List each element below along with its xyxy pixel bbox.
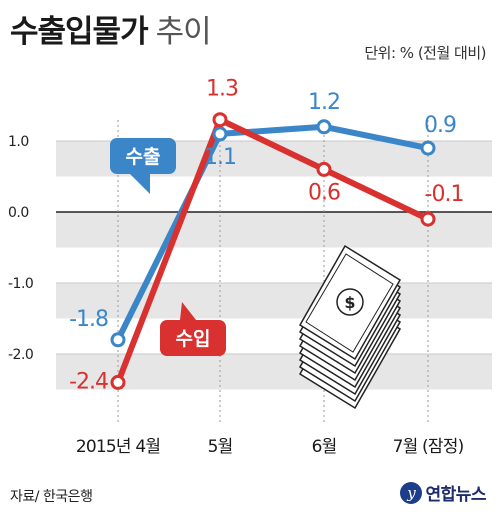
yonhap-logo-icon: y: [400, 481, 423, 504]
title-sub: 추이: [155, 14, 212, 50]
callout-box: [160, 320, 226, 356]
data-point: [316, 119, 332, 135]
data-point: [420, 211, 436, 227]
logo-text: 연합뉴스: [425, 485, 486, 505]
y-tick-label: 1.0: [8, 134, 29, 150]
data-label: 0.9: [424, 113, 456, 138]
data-point: [110, 332, 126, 348]
data-label: -1.8: [69, 307, 108, 332]
y-tick-label: -2.0: [8, 347, 33, 363]
data-label: 1.1: [204, 145, 236, 170]
data-point: [212, 126, 228, 142]
chart-title: 수출입물가 추이: [10, 6, 212, 51]
data-label: -0.1: [425, 182, 464, 207]
legend-label: 수출: [126, 146, 161, 168]
x-tick-label: 6월: [312, 437, 337, 457]
bill-medallion: [336, 288, 364, 316]
money-stack-illustration: $: [298, 244, 402, 410]
callout-tail: [180, 302, 196, 320]
title-main: 수출입물가: [10, 14, 149, 50]
series-callout-1: 수입: [160, 302, 226, 356]
series-line-1: [115, 116, 431, 386]
data-label: -2.4: [69, 369, 108, 394]
callout-box: [110, 138, 176, 174]
legend-label: 수입: [176, 328, 211, 350]
grid-band-2: [56, 283, 492, 319]
yonhap-logo: y 연합뉴스: [400, 480, 486, 505]
series-callout-0: 수출: [110, 138, 176, 194]
data-point: [212, 112, 228, 128]
series-line-0: [115, 123, 431, 343]
y-tick-label: -1.0: [8, 276, 33, 292]
data-point: [316, 161, 332, 177]
unit-label: 단위: % (전월 대비): [364, 44, 486, 62]
data-point: [110, 374, 126, 390]
data-point: [420, 140, 436, 156]
x-tick-label: 5월: [208, 437, 233, 457]
callout-tail: [130, 174, 150, 194]
x-tick-label: 2015년 4월: [76, 437, 160, 457]
dollar-sign-icon: $: [344, 293, 355, 312]
x-tick-label: 7월 (잠정): [393, 437, 464, 457]
data-label: 1.3: [206, 77, 238, 102]
data-label: 1.2: [308, 90, 340, 115]
y-tick-label: 0.0: [8, 205, 29, 221]
data-label: 0.6: [308, 180, 340, 205]
source-note: 자료/ 한국은행: [10, 489, 93, 505]
